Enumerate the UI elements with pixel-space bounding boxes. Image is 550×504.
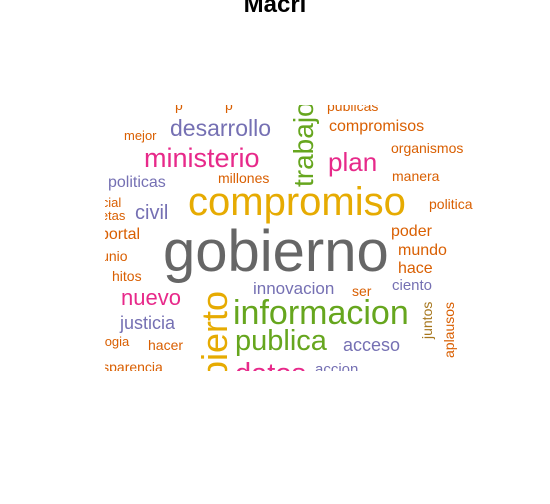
- word-manera: manera: [392, 168, 440, 184]
- word-mundo: mundo: [398, 242, 447, 259]
- word-ser: ser: [352, 283, 372, 299]
- word-partial-top-1: p: [175, 105, 183, 113]
- word-cloud: publicas p p gobierno compromiso informa…: [105, 105, 480, 371]
- word-social: social: [105, 195, 122, 210]
- word-justicia: justicia: [120, 313, 176, 333]
- word-metas: metas: [105, 208, 126, 223]
- word-hace: hace: [398, 260, 433, 277]
- word-nuevo: nuevo: [121, 285, 181, 310]
- word-informacion: informacion: [233, 294, 409, 332]
- word-publicas: publicas: [327, 105, 379, 114]
- word-organismos: organismos: [391, 140, 464, 156]
- word-acceso: acceso: [343, 335, 401, 355]
- word-politica: politica: [429, 196, 473, 212]
- word-desarrollo: desarrollo: [170, 115, 271, 141]
- word-juntos: juntos: [419, 301, 435, 339]
- word-mejor: mejor: [124, 128, 157, 143]
- word-compromiso: compromiso: [188, 180, 406, 224]
- word-accion: accion: [315, 361, 359, 371]
- word-junio: junio: [105, 248, 128, 264]
- word-politicas: politicas: [108, 174, 166, 191]
- word-hitos: hitos: [112, 268, 142, 284]
- word-innovacion: innovacion: [253, 279, 335, 298]
- word-millones: millones: [218, 170, 270, 186]
- word-trabajo: trabajo: [288, 105, 319, 187]
- chart-title: Macri: [243, 0, 307, 18]
- word-ciento: ciento: [392, 277, 433, 294]
- word-publica: publica: [235, 325, 327, 357]
- word-aplausos: aplausos: [441, 301, 457, 358]
- word-abierto: abierto: [194, 290, 235, 371]
- word-compromisos: compromisos: [329, 118, 425, 135]
- word-datos: datos: [235, 360, 306, 372]
- word-transparencia: transparencia: [105, 359, 163, 371]
- word-gobierno: gobierno: [163, 219, 389, 284]
- word-ministerio: ministerio: [144, 143, 260, 173]
- word-tecnologia: tecnologia: [105, 334, 130, 349]
- word-poder: poder: [391, 223, 432, 240]
- word-partial-top-2: p: [225, 105, 233, 113]
- word-plan: plan: [328, 147, 378, 177]
- word-portal: portal: [105, 226, 141, 243]
- word-civil: civil: [135, 202, 169, 224]
- word-hacer: hacer: [148, 337, 184, 353]
